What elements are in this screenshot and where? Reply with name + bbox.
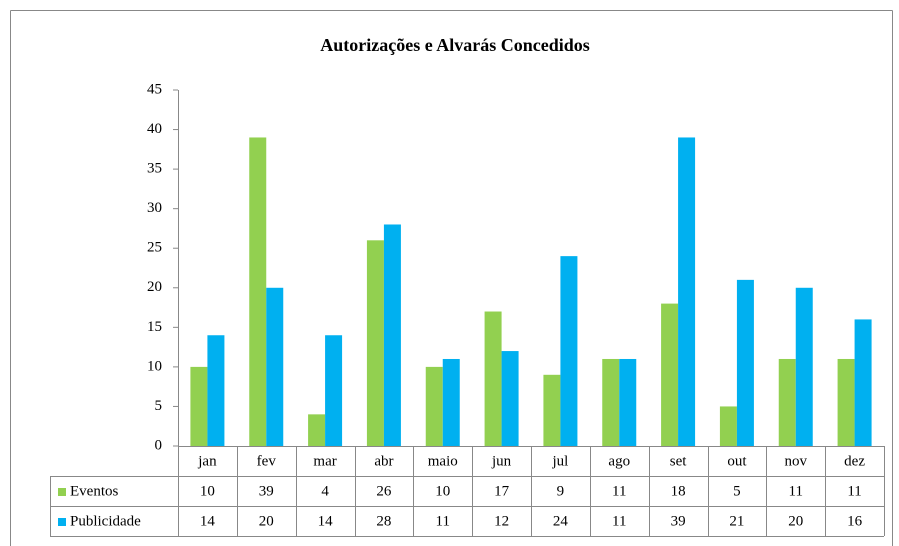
table-value: 10 (200, 483, 215, 499)
table-value: 24 (553, 513, 569, 529)
y-tick-label: 40 (147, 121, 162, 137)
y-tick-label: 15 (147, 319, 162, 335)
bar (678, 137, 696, 446)
bar (484, 311, 502, 446)
bar (383, 224, 401, 446)
y-tick-label: 5 (155, 398, 163, 414)
bar (661, 303, 679, 446)
table-value: 16 (847, 513, 863, 529)
y-tick-label: 30 (147, 200, 162, 216)
table-value: 20 (259, 513, 274, 529)
bar (719, 406, 737, 446)
table-value: 39 (259, 483, 274, 499)
table-value: 28 (376, 513, 391, 529)
table-value: 21 (729, 513, 744, 529)
y-tick-label: 45 (147, 81, 162, 97)
table-value: 20 (788, 513, 803, 529)
table-value: 14 (318, 513, 334, 529)
table-value: 10 (435, 483, 450, 499)
bar (425, 366, 443, 446)
table-value: 12 (494, 513, 509, 529)
table-value: 39 (671, 513, 686, 529)
x-tick-label: set (670, 453, 687, 469)
x-tick-label: jul (551, 453, 568, 469)
table-value: 11 (789, 483, 803, 499)
table-value: 26 (376, 483, 392, 499)
bar (207, 335, 225, 446)
bar (249, 137, 267, 446)
table-value: 11 (847, 483, 861, 499)
bar (501, 351, 519, 446)
bar (795, 287, 813, 446)
bar (778, 358, 796, 446)
legend-key (58, 518, 66, 526)
table-value: 14 (200, 513, 216, 529)
bar (308, 414, 326, 446)
x-tick-label: jun (491, 453, 512, 469)
bar (190, 366, 208, 446)
legend-key (58, 488, 66, 496)
table-value: 4 (321, 483, 329, 499)
x-tick-label: jan (197, 453, 217, 469)
chart-title: Autorizações e Alvarás Concedidos (320, 35, 589, 55)
bar (543, 374, 561, 446)
table-value: 11 (612, 513, 626, 529)
table-value: 11 (436, 513, 450, 529)
x-tick-label: nov (785, 453, 808, 469)
bar (560, 256, 578, 446)
table-value: 17 (494, 483, 510, 499)
y-tick-label: 10 (147, 358, 162, 374)
bar (837, 358, 855, 446)
x-tick-label: abr (374, 453, 393, 469)
bar (366, 240, 384, 446)
table-value: 18 (671, 483, 686, 499)
y-tick-label: 35 (147, 161, 162, 177)
x-tick-label: mar (313, 453, 336, 469)
legend-label: Publicidade (70, 513, 141, 529)
x-tick-label: ago (608, 453, 630, 469)
bar (266, 287, 284, 446)
table-value: 5 (733, 483, 741, 499)
bar (854, 319, 872, 446)
x-tick-label: out (727, 453, 747, 469)
table-value: 11 (612, 483, 626, 499)
legend-label: Eventos (70, 483, 118, 499)
bar (442, 358, 460, 446)
table-value: 9 (557, 483, 565, 499)
y-tick-label: 25 (147, 240, 162, 256)
y-tick-label: 0 (155, 437, 163, 453)
x-tick-label: fev (257, 453, 277, 469)
bar (619, 358, 637, 446)
x-tick-label: maio (428, 453, 458, 469)
y-tick-label: 20 (147, 279, 162, 295)
bar (602, 358, 620, 446)
bar (736, 279, 754, 446)
x-tick-label: dez (844, 453, 865, 469)
bar (325, 335, 343, 446)
